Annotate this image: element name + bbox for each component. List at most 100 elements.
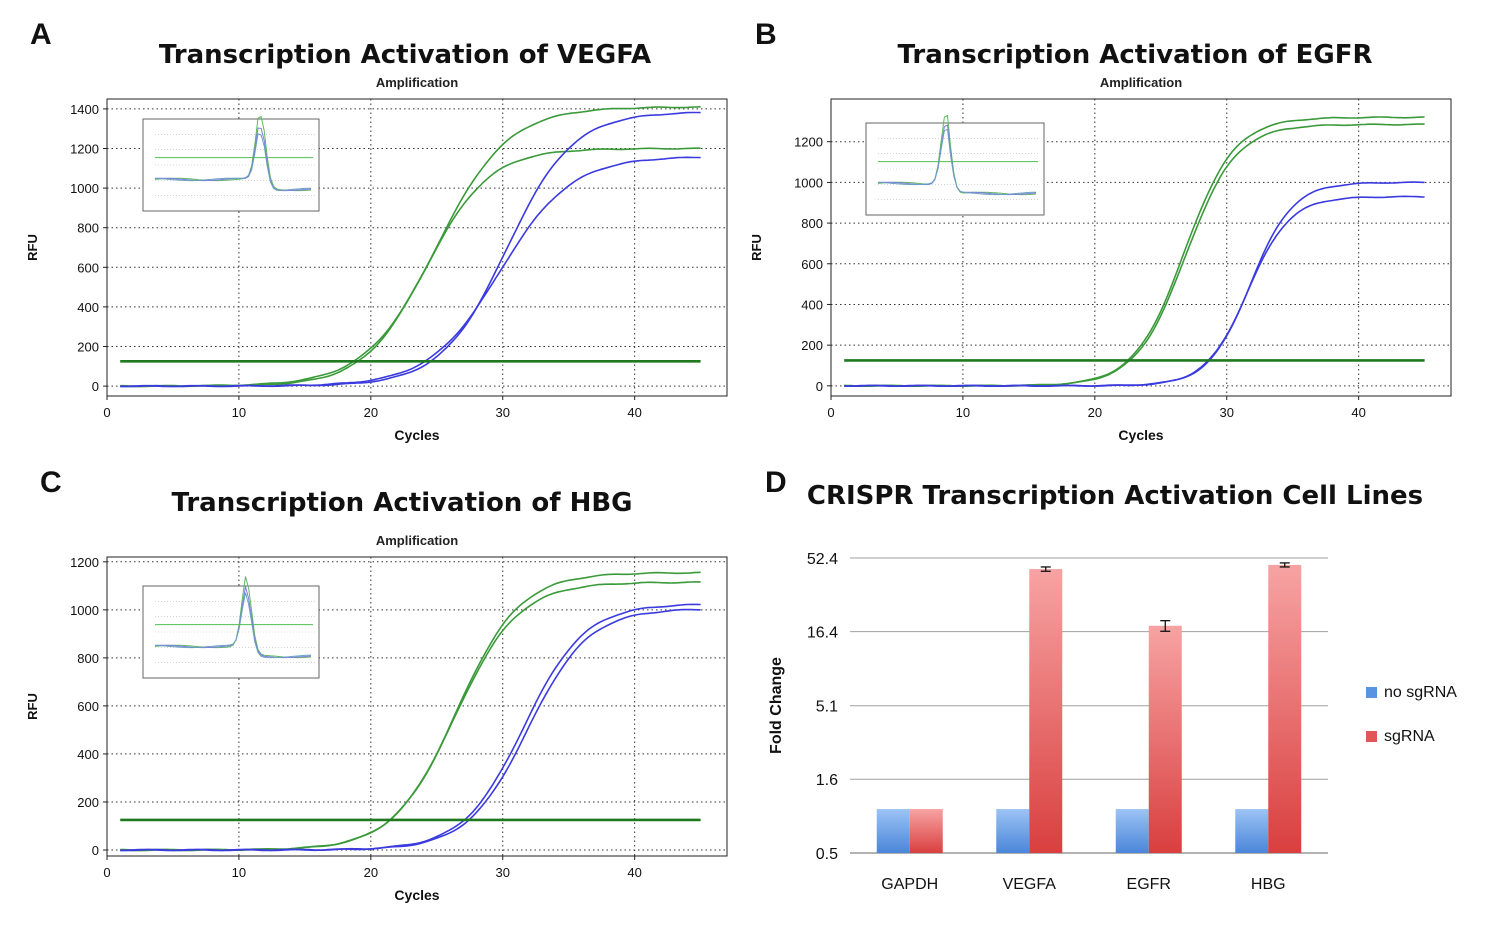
panel-a-title: Transcription Activation of VEGFA: [158, 40, 652, 70]
chart-c-xtick-label: 10: [232, 865, 246, 880]
panel-b-title: Transcription Activation of EGFR: [897, 40, 1373, 70]
chart-a-curve-2: [120, 147, 701, 388]
chart-c-xtick-label: 0: [103, 865, 110, 880]
chart-d-bar-gapdh-1: [909, 809, 943, 853]
chart-c-curve-3: [120, 603, 701, 852]
chart-a-ytick-label: 1200: [70, 142, 99, 157]
chart-b-ytick-label: 200: [801, 338, 823, 353]
chart-c-inset-peak-curve: [154, 586, 312, 659]
chart-d-bar-gapdh-0: [876, 809, 910, 853]
chart-c-ytick-label: 400: [77, 747, 99, 762]
chart-b-xtick-label: 10: [956, 405, 970, 420]
chart-a-ytick-label: 400: [77, 300, 99, 315]
chart-b-ytick-label: 1000: [794, 175, 823, 190]
chart-a-ytick-label: 1400: [70, 102, 99, 117]
chart-d-ytick-label: 1.6: [816, 772, 838, 789]
chart-b-ytick-label: 400: [801, 297, 823, 312]
chart-b-plot-frame: [830, 98, 1452, 397]
chart-d-bar-egfr-0: [1115, 809, 1149, 853]
chart-b-curve-1: [844, 116, 1425, 387]
panel-d-title: CRISPR Transcription Activation Cell Lin…: [806, 481, 1424, 511]
chart-b-ylabel: RFU: [749, 234, 764, 261]
chart-d-ytick-label: 5.1: [816, 699, 838, 716]
chart-d-bar-vegfa-1: [1029, 569, 1063, 853]
chart-c-ytick-label: 600: [77, 699, 99, 714]
chart-a-inset-frame: [142, 118, 320, 212]
chart-c-subtitle: Amplification: [376, 533, 458, 548]
chart-d-legend-label-1: sgRNA: [1384, 728, 1435, 745]
chart-c-inset-peak-curve: [154, 576, 312, 659]
chart-a-inset-peak-curve: [154, 127, 312, 192]
chart-d-category-label: HBG: [1251, 876, 1286, 893]
chart-d-bar-vegfa-0: [996, 809, 1030, 853]
chart-a-plot-frame: [106, 98, 728, 397]
chart-a-ytick-label: 0: [92, 379, 99, 394]
chart-b-xtick-label: 20: [1088, 405, 1102, 420]
chart-d-ytick-label: 52.4: [807, 551, 838, 568]
chart-b-ytick-label: 600: [801, 257, 823, 272]
chart-a-ytick-label: 200: [77, 340, 99, 355]
chart-a-inset-peak-curve: [154, 133, 312, 191]
chart-b-xtick-label: 0: [827, 405, 834, 420]
panel-a-letter: A: [30, 18, 52, 51]
chart-c-xtick-label: 20: [364, 865, 378, 880]
chart-d-legend-swatch-1: [1366, 731, 1377, 742]
chart-d-bar-hbg-0: [1235, 809, 1269, 853]
chart-b-ytick-label: 0: [816, 379, 823, 394]
chart-d-ytick-label: 0.5: [816, 846, 838, 863]
chart-a-xtick-label: 0: [103, 405, 110, 420]
chart-d-category-label: VEGFA: [1003, 876, 1057, 893]
chart-d-ylabel: Fold Change: [768, 657, 785, 754]
chart-b-inset-peak-curve: [877, 114, 1037, 196]
chart-b-inset-peak-curve: [877, 128, 1037, 196]
chart-b-xtick-label: 30: [1220, 405, 1234, 420]
chart-b-subtitle: Amplification: [1100, 75, 1182, 90]
chart-c-xlabel: Cycles: [394, 887, 439, 903]
chart-a-xtick-label: 40: [627, 405, 641, 420]
chart-a-xlabel: Cycles: [394, 427, 439, 443]
chart-b-curve-2: [844, 123, 1425, 387]
chart-b-inset-peak-curve: [877, 124, 1037, 196]
chart-d-category-label: GAPDH: [881, 876, 938, 893]
chart-c-curve-4: [120, 608, 701, 852]
chart-a-xtick-label: 10: [232, 405, 246, 420]
chart-a-curve-3: [120, 111, 701, 388]
chart-a-subtitle: Amplification: [376, 75, 458, 90]
chart-c-inset-frame: [142, 585, 320, 679]
chart-d-bar-hbg-1: [1268, 564, 1302, 853]
chart-c-xtick-label: 40: [627, 865, 641, 880]
panel-c-letter: C: [40, 466, 62, 499]
chart-c-plot-frame: [106, 556, 728, 857]
chart-c-ytick-label: 1000: [70, 603, 99, 618]
chart-a-curve-4: [120, 156, 701, 388]
chart-c-ytick-label: 800: [77, 651, 99, 666]
chart-a-ytick-label: 800: [77, 221, 99, 236]
chart-b-curve-4: [844, 195, 1425, 387]
chart-d-category-label: EGFR: [1127, 876, 1171, 893]
chart-b-ytick-label: 1200: [794, 135, 823, 150]
chart-b-ytick-label: 800: [801, 216, 823, 231]
chart-a-inset-peak-curve: [154, 115, 312, 192]
chart-c-xtick-label: 30: [496, 865, 510, 880]
chart-b-xtick-label: 40: [1351, 405, 1365, 420]
chart-d-legend-swatch-0: [1366, 687, 1377, 698]
chart-c-curve-2: [120, 581, 701, 852]
chart-c-curve-1: [120, 571, 701, 852]
chart-a-ylabel: RFU: [25, 234, 40, 261]
chart-c-ytick-label: 200: [77, 795, 99, 810]
chart-a-xtick-label: 30: [496, 405, 510, 420]
chart-b-inset-frame: [865, 122, 1045, 216]
chart-d-legend-label-0: no sgRNA: [1384, 684, 1457, 701]
chart-c-ylabel: RFU: [25, 693, 40, 720]
chart-b-xlabel: Cycles: [1118, 427, 1163, 443]
chart-c-inset-peak-curve: [154, 592, 312, 659]
chart-b-curve-3: [844, 181, 1425, 387]
chart-a-xtick-label: 20: [364, 405, 378, 420]
chart-c-ytick-label: 0: [92, 843, 99, 858]
panel-d-letter: D: [765, 466, 787, 499]
chart-a-ytick-label: 1000: [70, 181, 99, 196]
